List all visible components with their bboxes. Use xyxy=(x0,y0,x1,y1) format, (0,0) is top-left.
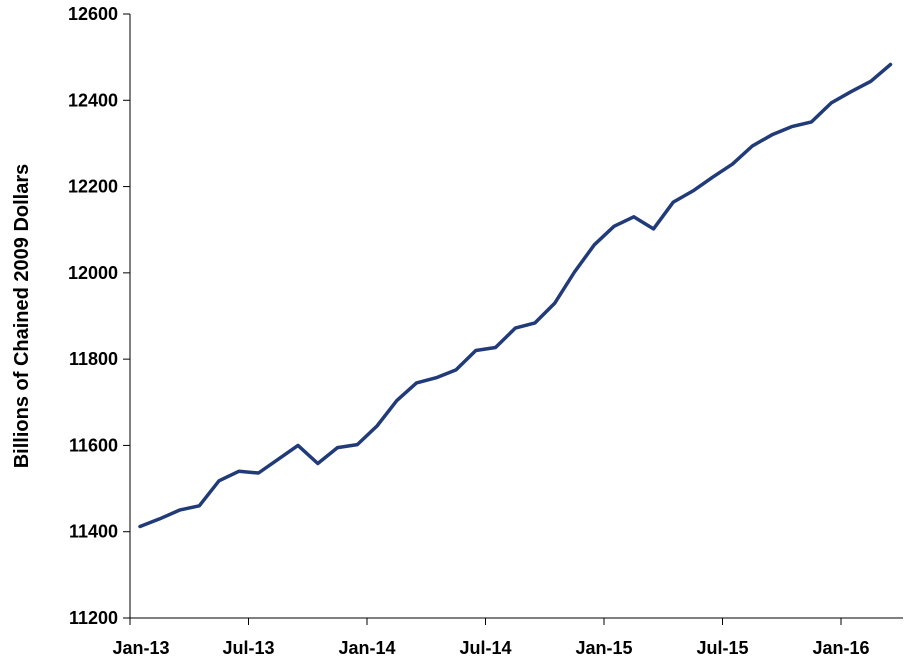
y-axis-ticks: 11200 11400 11600 11800 12000 12200 12400 12600 xyxy=(68,4,130,628)
y-tick-label: 11600 xyxy=(69,435,118,455)
series-layer xyxy=(138,62,893,529)
y-tick-label: 12400 xyxy=(68,90,118,110)
y-axis-title: Billions of Chained 2009 Dollars xyxy=(11,164,33,469)
x-tick-label: Jan-15 xyxy=(575,638,632,658)
x-tick-label: Jul-13 xyxy=(222,638,274,658)
y-tick-label: 11200 xyxy=(69,608,118,628)
x-tick-label: Jul-14 xyxy=(459,638,511,658)
y-tick-label: 12000 xyxy=(68,263,118,283)
y-tick-label: 11400 xyxy=(69,522,118,542)
y-tick-label: 12200 xyxy=(68,177,118,197)
x-tick-label: Jan-16 xyxy=(812,638,869,658)
x-tick-label: Jul-15 xyxy=(696,638,748,658)
y-tick-label: 11800 xyxy=(69,349,118,369)
x-axis-ticks: Jan-13 Jul-13 Jan-14 Jul-14 Jan-15 Jul-15 Jan-… xyxy=(112,618,870,658)
y-tick-label: 12600 xyxy=(68,4,118,24)
series-line xyxy=(138,62,893,529)
x-tick-label: Jan-13 xyxy=(112,638,169,658)
x-tick-label: Jan-14 xyxy=(338,638,395,658)
